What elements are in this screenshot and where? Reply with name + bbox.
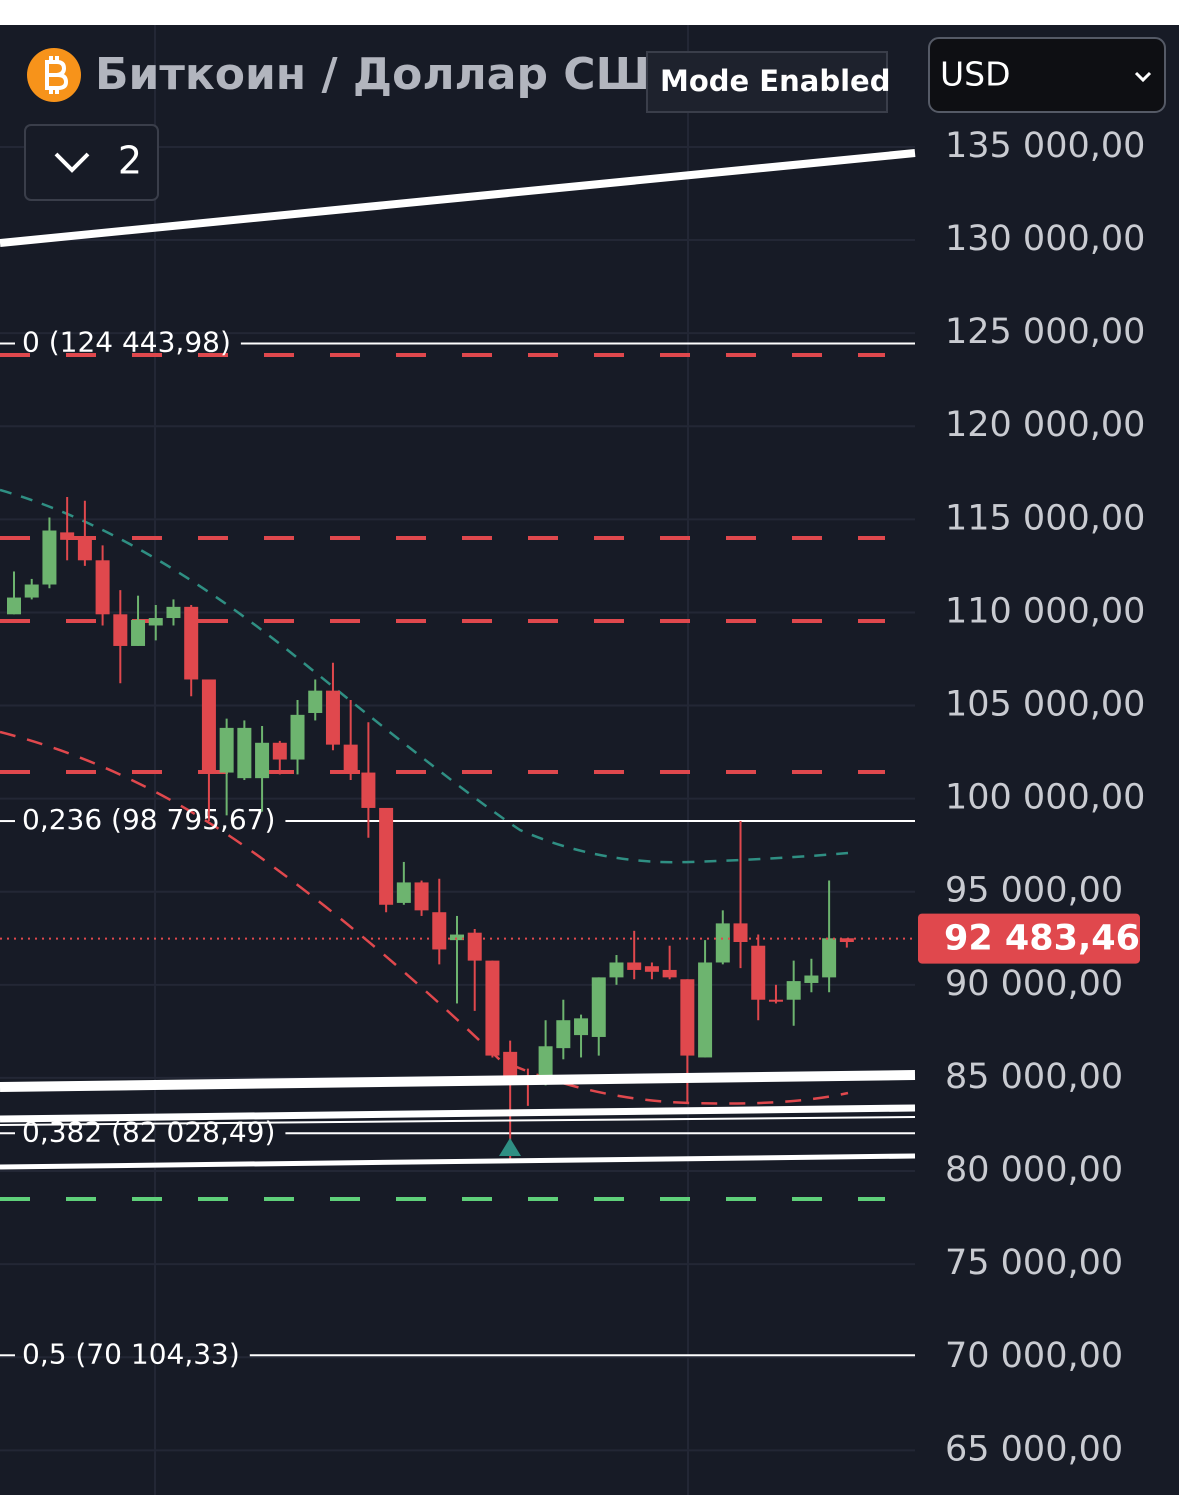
y-tick-label: 115 000,00 bbox=[945, 498, 1145, 538]
candle-body bbox=[432, 912, 447, 950]
candle-body bbox=[627, 962, 642, 970]
y-tick-label: 120 000,00 bbox=[945, 405, 1145, 445]
candle-body bbox=[77, 537, 92, 561]
candle-body bbox=[325, 690, 340, 745]
candle-body bbox=[715, 923, 730, 963]
red-curve bbox=[0, 730, 849, 1105]
currency-text: USD bbox=[940, 55, 1011, 94]
candle-body bbox=[290, 714, 305, 760]
candle-body bbox=[839, 938, 854, 943]
trend-line bbox=[0, 1070, 916, 1092]
y-tick-label: 125 000,00 bbox=[945, 312, 1145, 352]
candle-body bbox=[804, 975, 819, 983]
y-tick-label: 90 000,00 bbox=[945, 964, 1123, 1004]
btc-glyph bbox=[45, 56, 69, 94]
layers-button[interactable] bbox=[24, 124, 159, 201]
candle-body bbox=[609, 962, 624, 978]
candle-body bbox=[379, 807, 394, 905]
candle-body bbox=[396, 882, 411, 903]
candle-body bbox=[414, 882, 429, 911]
mode-badge bbox=[646, 51, 888, 113]
pair-title: Биткоин / Доллар США bbox=[95, 49, 684, 100]
teal-curve bbox=[0, 488, 849, 864]
candle-body bbox=[680, 979, 695, 1056]
candle-body bbox=[184, 606, 199, 680]
candle-body bbox=[662, 969, 677, 978]
y-tick-label: 100 000,00 bbox=[945, 778, 1145, 818]
trend-line bbox=[0, 1153, 916, 1170]
y-tick-label: 70 000,00 bbox=[945, 1336, 1123, 1376]
y-tick-label: 95 000,00 bbox=[945, 871, 1123, 911]
candle-body bbox=[822, 938, 837, 978]
y-tick-label: 85 000,00 bbox=[945, 1057, 1123, 1097]
candle-body bbox=[361, 772, 376, 808]
candle-body bbox=[42, 530, 57, 585]
candle-body bbox=[450, 934, 464, 941]
candle-body bbox=[343, 744, 358, 773]
candle-body bbox=[148, 618, 163, 626]
y-tick-label: 110 000,00 bbox=[945, 591, 1145, 631]
candle-body bbox=[698, 962, 713, 1058]
trend-line bbox=[0, 1104, 916, 1123]
level-label: 0 (124 443,98) bbox=[22, 326, 231, 359]
trend-line bbox=[0, 149, 916, 247]
top-strip bbox=[0, 0, 1179, 25]
candle-body bbox=[255, 742, 270, 779]
header: Биткоин / Доллар США Mode Enabled USD 2 bbox=[24, 37, 1166, 201]
y-tick-label: 130 000,00 bbox=[945, 219, 1145, 259]
y-tick-label: 75 000,00 bbox=[945, 1243, 1123, 1283]
candle-body bbox=[272, 742, 287, 760]
candle-body bbox=[556, 1020, 571, 1049]
level-label: 0,236 (98 795,67) bbox=[22, 803, 275, 836]
candle-body bbox=[166, 606, 181, 619]
last-price-label: 92 483,46 bbox=[944, 919, 1140, 959]
y-tick-label: 80 000,00 bbox=[945, 1150, 1123, 1190]
candle-body bbox=[733, 923, 748, 943]
layers-count: 2 bbox=[118, 139, 142, 183]
candle-body bbox=[201, 679, 216, 773]
candle-body bbox=[219, 727, 234, 773]
candle-body bbox=[591, 977, 606, 1037]
candle-body bbox=[503, 1051, 518, 1078]
candle-body bbox=[574, 1018, 589, 1036]
mode-text: Mode Enabled bbox=[660, 64, 890, 98]
level-label: 0,5 (70 104,33) bbox=[22, 1337, 240, 1370]
drawings bbox=[0, 353, 885, 1201]
marker-triangle bbox=[499, 1138, 521, 1156]
candle-body bbox=[644, 966, 659, 972]
candle-body bbox=[131, 619, 146, 646]
candle-body bbox=[308, 690, 323, 713]
candle-body bbox=[95, 560, 110, 615]
chevron bbox=[1134, 71, 1152, 83]
trend-line bbox=[0, 1116, 916, 1126]
candle-body bbox=[24, 584, 39, 598]
candle-body bbox=[751, 945, 766, 1000]
trend-lines bbox=[0, 149, 916, 1170]
candle-body bbox=[786, 981, 801, 1000]
y-tick-label: 135 000,00 bbox=[945, 126, 1145, 166]
candle-body bbox=[485, 960, 500, 1056]
currency-select[interactable] bbox=[928, 37, 1166, 113]
last-price-box bbox=[918, 913, 1140, 964]
red-levels bbox=[0, 353, 885, 774]
y-tick-label: 105 000,00 bbox=[945, 685, 1145, 725]
candle-body bbox=[60, 532, 75, 540]
chevron bbox=[54, 152, 90, 173]
candle-body bbox=[538, 1046, 553, 1084]
candle-body bbox=[768, 999, 783, 1002]
candle-body bbox=[237, 727, 252, 779]
candle-body bbox=[7, 597, 21, 615]
y-tick-label: 65 000,00 bbox=[945, 1429, 1123, 1469]
candle-body bbox=[467, 932, 482, 961]
candle-body bbox=[113, 614, 128, 646]
